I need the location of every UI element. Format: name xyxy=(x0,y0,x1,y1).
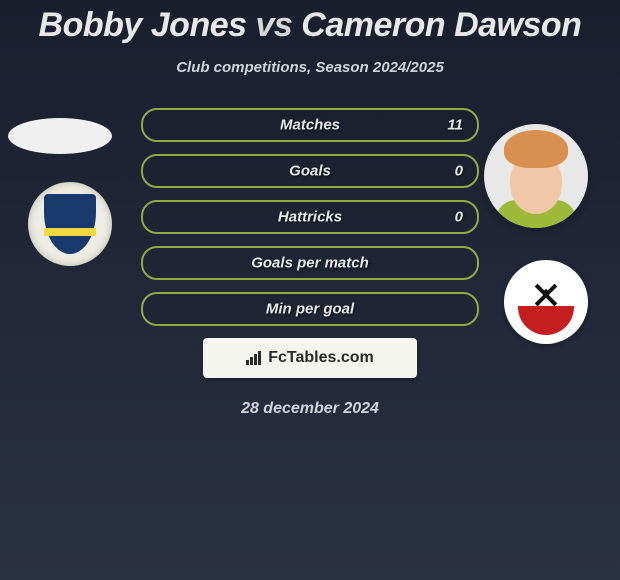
watermark-badge: FcTables.com xyxy=(203,338,417,378)
stat-value-right: 11 xyxy=(447,117,463,134)
stat-label: Min per goal xyxy=(266,301,354,318)
subtitle: Club competitions, Season 2024/2025 xyxy=(0,59,620,76)
stat-row-hattricks: Hattricks 0 xyxy=(141,200,479,234)
player1-name: Bobby Jones xyxy=(39,6,247,44)
stat-label: Goals xyxy=(289,163,331,180)
stat-row-min-per-goal: Min per goal xyxy=(141,292,479,326)
player2-name: Cameron Dawson xyxy=(301,6,581,44)
stat-row-goals: Goals 0 xyxy=(141,154,479,188)
stat-row-goals-per-match: Goals per match xyxy=(141,246,479,280)
stat-value-right: 0 xyxy=(455,209,463,226)
chart-icon xyxy=(246,351,264,365)
stat-label: Matches xyxy=(280,117,340,134)
stats-table: Matches 11 Goals 0 Hattricks 0 Goals per… xyxy=(0,108,620,326)
stat-value-right: 0 xyxy=(455,163,463,180)
watermark-text: FcTables.com xyxy=(268,349,374,367)
vs-separator: vs xyxy=(255,6,292,44)
page-title: Bobby Jones vs Cameron Dawson xyxy=(0,6,620,45)
stat-label: Hattricks xyxy=(278,209,342,226)
stat-label: Goals per match xyxy=(251,255,369,272)
stat-row-matches: Matches 11 xyxy=(141,108,479,142)
date-label: 28 december 2024 xyxy=(0,400,620,418)
